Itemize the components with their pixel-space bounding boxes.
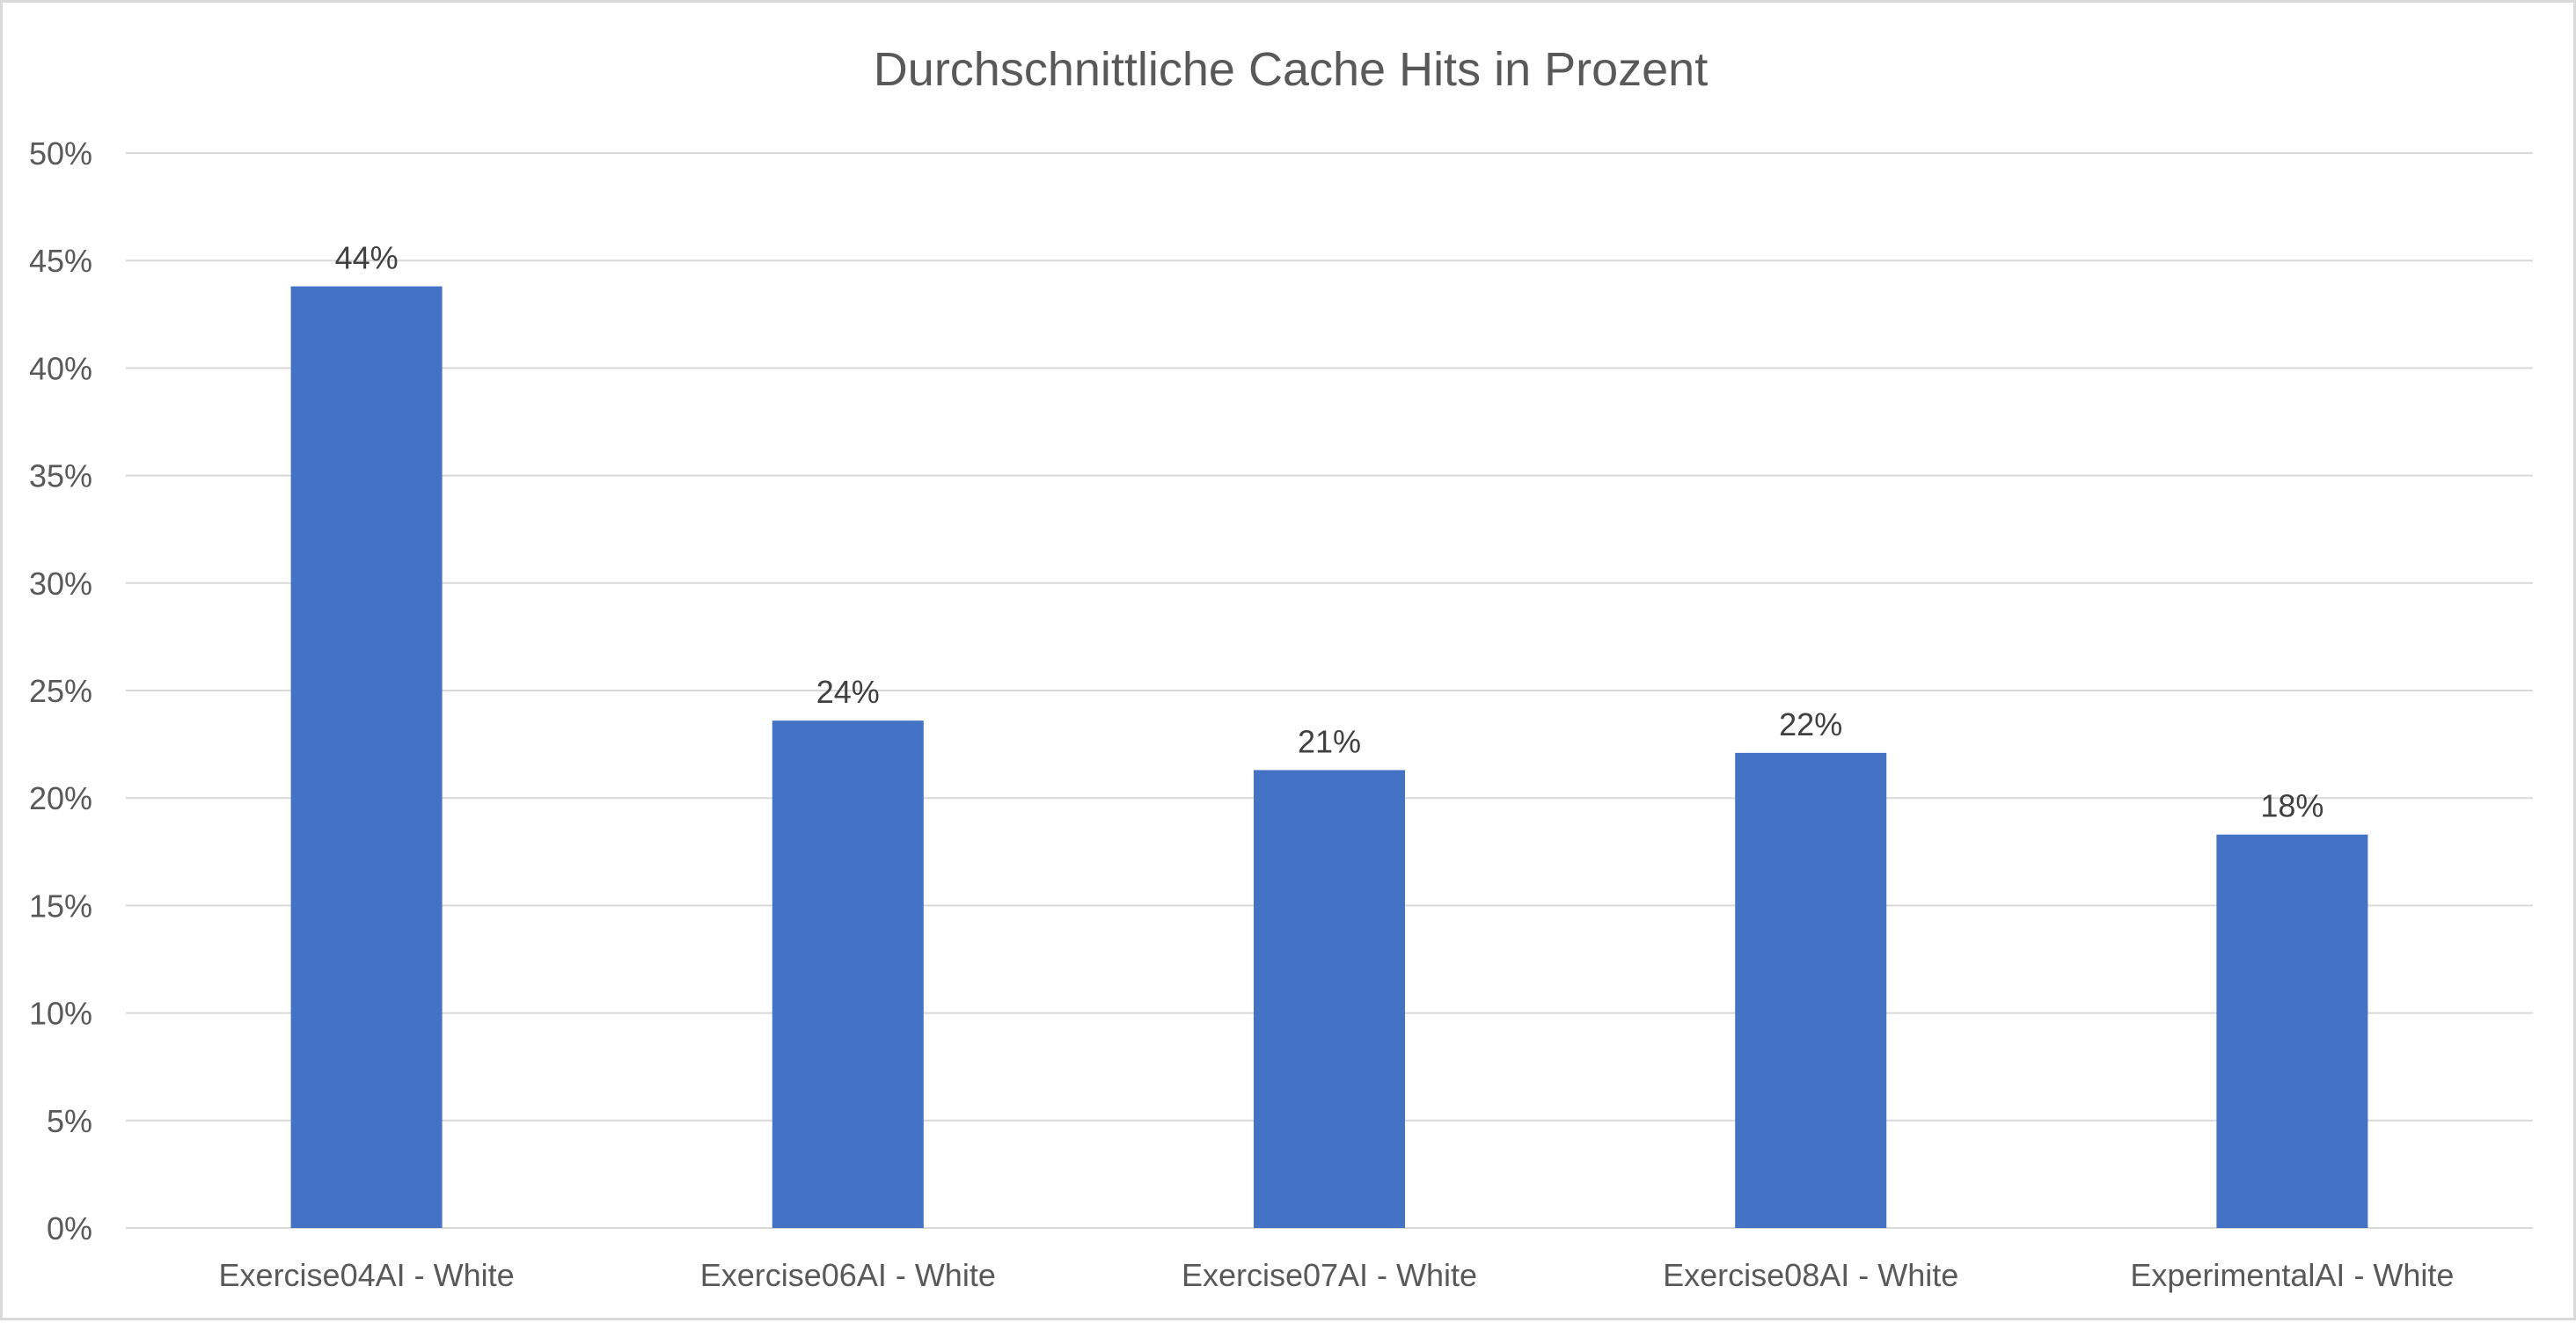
y-tick-label: 35%	[29, 458, 92, 494]
data-label: 44%	[335, 240, 399, 276]
bar	[772, 720, 924, 1228]
bars	[290, 286, 2368, 1228]
y-tick-label: 15%	[29, 888, 92, 924]
x-category-label: ExperimentalAI - White	[2130, 1257, 2454, 1293]
data-label: 18%	[2260, 788, 2324, 824]
y-tick-label: 30%	[29, 566, 92, 602]
chart-title: Durchschnittliche Cache Hits in Prozent	[874, 43, 1708, 96]
x-category-label: Exercise08AI - White	[1663, 1257, 1958, 1293]
bar	[290, 286, 443, 1228]
y-tick-label: 20%	[29, 780, 92, 816]
y-tick-label: 0%	[47, 1210, 92, 1246]
bar	[1735, 752, 1887, 1228]
y-tick-label: 5%	[47, 1103, 92, 1139]
y-axis-tick-labels: 0% 5% 10% 15% 20% 25% 30% 35% 40% 45% 50%	[29, 135, 92, 1246]
data-labels: 44% 24% 21% 22% 18%	[335, 240, 2324, 824]
y-tick-label: 50%	[29, 135, 92, 172]
x-category-label: Exercise07AI - White	[1182, 1257, 1477, 1293]
y-tick-label: 25%	[29, 673, 92, 709]
x-category-label: Exercise04AI - White	[219, 1257, 515, 1293]
x-category-label: Exercise06AI - White	[700, 1257, 996, 1293]
x-axis-category-labels: Exercise04AI - White Exercise06AI - White…	[219, 1257, 2455, 1293]
bar-chart: Durchschnittliche Cache Hits in Prozent …	[29, 43, 2533, 1293]
data-label: 22%	[1779, 706, 1842, 742]
data-label: 24%	[816, 674, 880, 710]
y-tick-label: 40%	[29, 350, 92, 386]
bar	[2216, 834, 2368, 1228]
bar	[1254, 770, 1405, 1228]
data-label: 21%	[1298, 723, 1361, 759]
y-tick-label: 10%	[29, 996, 92, 1032]
y-tick-label: 45%	[29, 243, 92, 279]
